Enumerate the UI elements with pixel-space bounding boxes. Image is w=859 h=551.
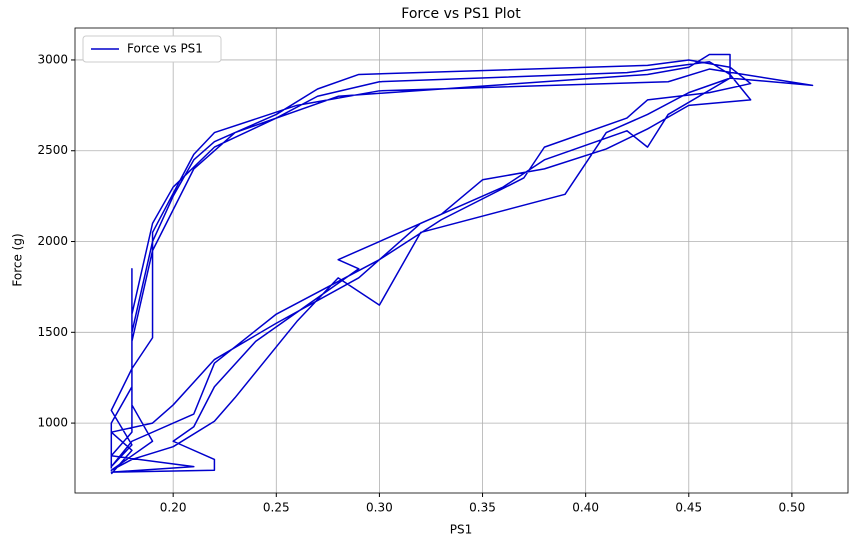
x-tick-label: 0.30 xyxy=(366,501,393,515)
data-line xyxy=(110,53,814,475)
y-tick-label: 2000 xyxy=(37,234,68,248)
chart-title: Force vs PS1 Plot xyxy=(401,6,521,22)
y-tick-label: 3000 xyxy=(37,52,68,66)
x-tick-label: 0.50 xyxy=(779,501,806,515)
y-tick-label: 1500 xyxy=(37,325,68,339)
x-tick-label: 0.45 xyxy=(675,501,702,515)
plot-frame xyxy=(74,27,849,494)
x-axis-label: PS1 xyxy=(450,523,473,537)
x-tick-label: 0.25 xyxy=(263,501,290,515)
x-tick-label: 0.35 xyxy=(469,501,496,515)
legend-box xyxy=(82,35,222,63)
y-axis-label: Force (g) xyxy=(11,233,25,286)
legend-label: Force vs PS1 xyxy=(127,42,203,56)
y-tick-label: 2500 xyxy=(37,143,68,157)
x-tick-label: 0.20 xyxy=(160,501,187,515)
y-tick-label: 1000 xyxy=(37,416,68,430)
x-tick-label: 0.40 xyxy=(572,501,599,515)
